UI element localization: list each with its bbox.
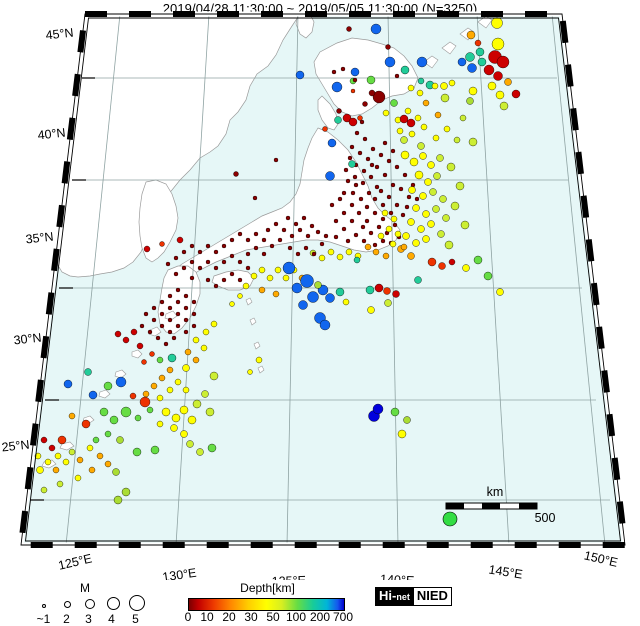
hinet-nied-logo: Hi-net NIED	[375, 587, 452, 606]
magnitude-tick: 2	[63, 612, 70, 626]
longitude-axis: 125°E 130°E 135°E 140°E 145°E 150°E	[57, 548, 619, 580]
depth-colorbar-ticks: 0 10 20 30 50 100 200 700	[180, 610, 355, 626]
magnitude-symbol-2	[64, 601, 71, 608]
depth-tick: 0	[184, 610, 192, 624]
depth-legend-title: Depth[km]	[240, 581, 295, 595]
hinet-logo-hi: Hi-	[379, 588, 397, 603]
depth-colorbar	[188, 598, 345, 611]
depth-tick: 10	[200, 610, 214, 624]
depth-legend: Depth[km] 0 10 20 30 50 100 200 700	[180, 581, 355, 626]
epicenter-markers	[24, 17, 521, 505]
map-landmasses	[41, 14, 493, 469]
magnitude-legend-title: M	[80, 581, 90, 595]
magnitude-tick: 5	[132, 612, 139, 626]
magnitude-legend-symbols	[20, 595, 150, 613]
magnitude-symbol-4	[107, 597, 120, 610]
magnitude-tick: 4	[108, 612, 115, 626]
lat-label: 30°N	[13, 331, 42, 348]
nied-logo-text: NIED	[412, 588, 451, 605]
lon-label: 150°E	[583, 548, 619, 569]
magnitude-tick: 3	[85, 612, 92, 626]
hinet-logo-net: net	[396, 592, 410, 602]
scale-bar: km 0 500	[442, 485, 556, 527]
magnitude-symbol-5	[129, 595, 145, 611]
lon-label: 145°E	[488, 562, 524, 580]
lat-label: 25°N	[1, 438, 30, 455]
scalebar-max-label: 500	[535, 511, 556, 525]
magnitude-symbol-3	[85, 599, 95, 609]
lon-label: 130°E	[162, 566, 198, 580]
lon-label: 135°E	[272, 573, 307, 580]
magnitude-tick: ~1	[36, 612, 51, 626]
lat-label: 45°N	[45, 26, 74, 43]
scalebar-unit-label: km	[487, 485, 504, 499]
depth-tick: 50	[266, 610, 280, 624]
magnitude-legend: M ~1 2 3 4 5	[20, 581, 150, 626]
hinet-logo-text: Hi-net	[376, 588, 413, 605]
depth-tick: 100	[285, 610, 307, 624]
lon-label: 140°E	[380, 572, 415, 580]
depth-tick: 200	[309, 610, 331, 624]
lat-label: 35°N	[25, 230, 54, 247]
map-canvas[interactable]: 45°N 40°N 35°N 30°N 25°N 125°E 130°E 135…	[0, 0, 640, 580]
magnitude-symbol-1	[42, 604, 46, 608]
depth-tick: 700	[332, 610, 354, 624]
depth-tick: 30	[244, 610, 258, 624]
latitude-axis: 45°N 40°N 35°N 30°N 25°N	[1, 26, 95, 501]
lon-label: 125°E	[57, 551, 93, 572]
lat-label: 40°N	[37, 126, 66, 143]
map-frame	[17, 11, 629, 548]
depth-tick: 20	[222, 610, 236, 624]
